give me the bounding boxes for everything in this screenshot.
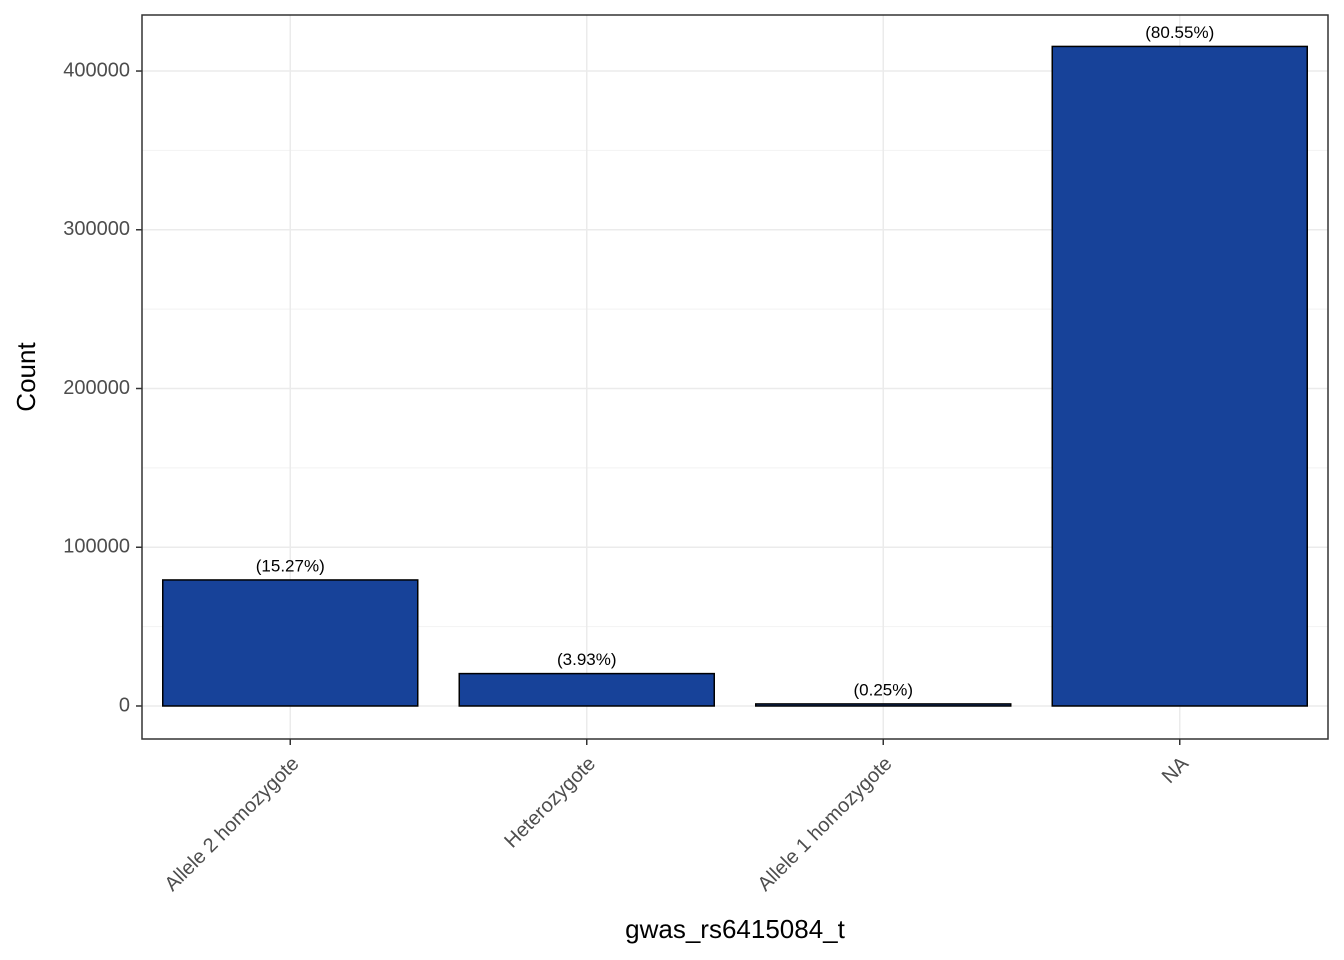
- bar-label: (0.25%): [853, 680, 913, 699]
- x-axis-title: gwas_rs6415084_t: [625, 914, 845, 944]
- bar-label: (80.55%): [1145, 23, 1214, 42]
- bar: [162, 579, 419, 707]
- panel-border: [141, 14, 1329, 740]
- bar: [1051, 45, 1308, 707]
- y-tick-label: 100000: [63, 536, 130, 558]
- y-axis-title: Count: [11, 342, 41, 412]
- bar-label: (15.27%): [256, 556, 325, 575]
- bar-label: (3.93%): [557, 650, 617, 669]
- bar: [458, 672, 715, 707]
- y-tick-label: 200000: [63, 377, 130, 399]
- y-tick-label: 300000: [63, 218, 130, 240]
- y-tick-label: 400000: [63, 59, 130, 81]
- y-tick-label: 0: [119, 694, 130, 716]
- bar: [755, 703, 1012, 707]
